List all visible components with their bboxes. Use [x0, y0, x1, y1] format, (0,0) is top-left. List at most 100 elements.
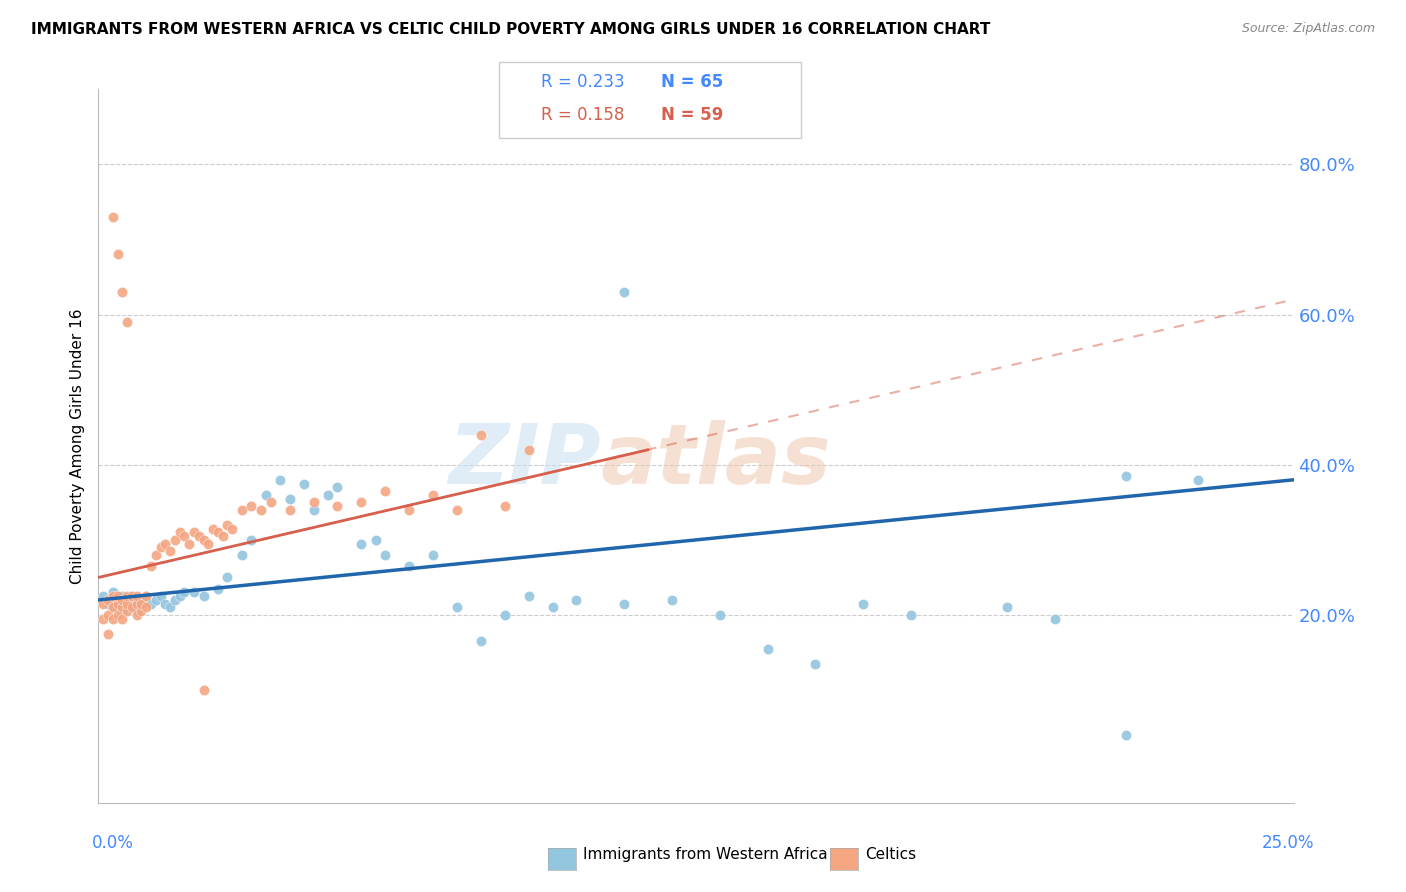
Point	[613, 597, 636, 611]
Point	[121, 589, 143, 603]
Point	[207, 582, 229, 596]
Y-axis label: Child Poverty Among Girls Under 16: Child Poverty Among Girls Under 16	[69, 309, 84, 583]
Point	[326, 480, 349, 494]
Point	[173, 529, 195, 543]
Point	[125, 607, 148, 622]
Point	[107, 600, 129, 615]
Point	[111, 589, 134, 603]
Point	[1115, 728, 1137, 742]
Point	[541, 600, 564, 615]
Point	[183, 585, 205, 599]
Point	[107, 597, 129, 611]
Point	[211, 529, 233, 543]
Point	[756, 641, 779, 656]
Point	[446, 600, 468, 615]
Point	[131, 593, 153, 607]
Point	[169, 525, 191, 540]
Point	[259, 495, 281, 509]
Point	[470, 634, 492, 648]
Point	[111, 593, 134, 607]
Point	[187, 529, 209, 543]
Point	[193, 533, 215, 547]
Point	[115, 600, 138, 615]
Point	[139, 597, 162, 611]
Point	[107, 247, 129, 261]
Point	[111, 597, 134, 611]
Point	[111, 285, 134, 299]
Text: N = 59: N = 59	[661, 106, 723, 124]
Point	[97, 593, 120, 607]
Point	[231, 548, 253, 562]
Point	[125, 597, 148, 611]
Point	[135, 589, 157, 603]
Point	[250, 503, 273, 517]
Point	[131, 597, 153, 611]
Point	[709, 607, 731, 622]
Point	[517, 442, 540, 457]
Text: atlas: atlas	[600, 420, 831, 500]
Point	[107, 589, 129, 603]
Point	[101, 600, 124, 615]
Point	[173, 585, 195, 599]
Text: Source: ZipAtlas.com: Source: ZipAtlas.com	[1241, 22, 1375, 36]
Point	[155, 536, 177, 550]
Point	[278, 491, 301, 506]
Point	[159, 600, 181, 615]
Text: Immigrants from Western Africa: Immigrants from Western Africa	[583, 847, 828, 862]
Point	[97, 627, 120, 641]
Point	[159, 544, 181, 558]
Point	[97, 597, 120, 611]
Point	[197, 536, 219, 550]
Point	[97, 593, 120, 607]
Point	[101, 612, 124, 626]
Point	[135, 593, 157, 607]
Point	[316, 488, 339, 502]
Point	[207, 525, 229, 540]
Point	[661, 593, 683, 607]
Point	[139, 559, 162, 574]
Point	[240, 533, 263, 547]
Point	[115, 315, 138, 329]
Text: IMMIGRANTS FROM WESTERN AFRICA VS CELTIC CHILD POVERTY AMONG GIRLS UNDER 16 CORR: IMMIGRANTS FROM WESTERN AFRICA VS CELTIC…	[31, 22, 990, 37]
Point	[125, 604, 148, 618]
Point	[111, 612, 134, 626]
Point	[101, 600, 124, 615]
Point	[115, 597, 138, 611]
Point	[111, 600, 134, 615]
Point	[131, 600, 153, 615]
Point	[91, 612, 114, 626]
Point	[131, 604, 153, 618]
Text: 0.0%: 0.0%	[91, 834, 134, 852]
Point	[494, 499, 516, 513]
Point	[202, 522, 225, 536]
Point	[269, 473, 291, 487]
Text: 25.0%: 25.0%	[1263, 834, 1315, 852]
Point	[278, 503, 301, 517]
Point	[115, 589, 138, 603]
Point	[101, 589, 124, 603]
Point	[91, 589, 114, 603]
Text: R = 0.158: R = 0.158	[541, 106, 624, 124]
Point	[1043, 612, 1066, 626]
Point	[350, 495, 373, 509]
Point	[292, 476, 315, 491]
Point	[494, 607, 516, 622]
Point	[179, 536, 201, 550]
Point	[193, 683, 215, 698]
Point	[374, 548, 396, 562]
Point	[446, 503, 468, 517]
Point	[115, 604, 138, 618]
Point	[217, 570, 239, 584]
Point	[217, 517, 239, 532]
Point	[145, 593, 167, 607]
Point	[350, 536, 373, 550]
Point	[101, 585, 124, 599]
Point	[121, 597, 143, 611]
Point	[565, 593, 588, 607]
Point	[101, 593, 124, 607]
Point	[326, 499, 349, 513]
Point	[145, 548, 167, 562]
Point	[163, 593, 186, 607]
Point	[101, 210, 124, 224]
Point	[155, 597, 177, 611]
